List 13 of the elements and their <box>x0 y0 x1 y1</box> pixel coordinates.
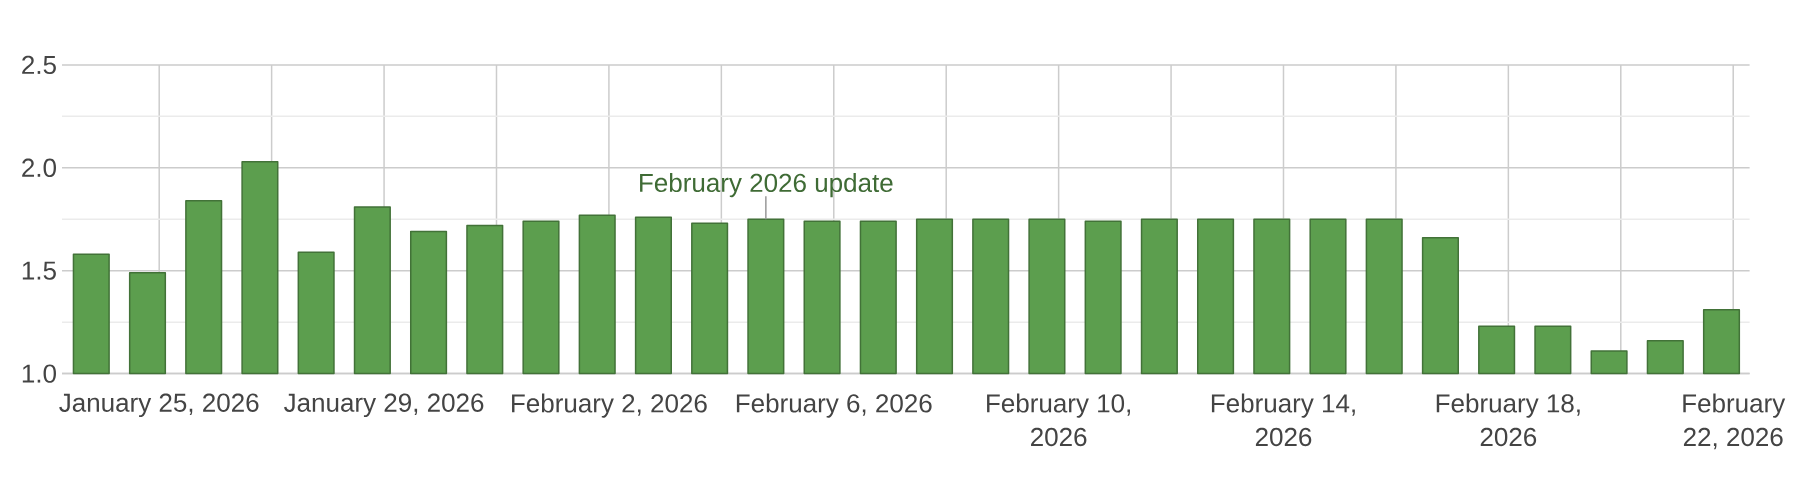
x-tick-label: February 2, 2026 <box>512 393 707 418</box>
x-tick-label: January 25, 2026 <box>59 393 259 418</box>
y-tick-label: 2.0 <box>22 158 56 177</box>
x-tick-label: February 10, 2026 <box>987 393 1130 447</box>
x-tick-label: February 18, 2026 <box>1436 393 1580 447</box>
x-tick-label: February 6, 2026 <box>736 393 932 418</box>
x-tick-label: January 29, 2026 <box>284 393 484 418</box>
x-tick-label: February 22, 2026 <box>1683 393 1786 450</box>
y-tick-label: 1.5 <box>22 261 56 280</box>
annotation: February 2026 update <box>640 173 893 198</box>
y-tick-label: 2.5 <box>22 55 56 75</box>
y-tick-label: 1.0 <box>22 364 56 383</box>
x-tick-label: February 14, 2026 <box>1211 393 1355 447</box>
